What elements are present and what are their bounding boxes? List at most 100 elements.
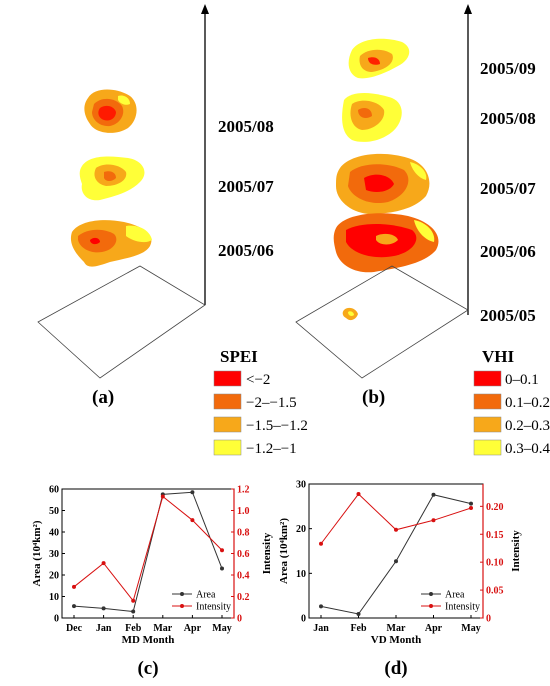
chart-d-panel-label: (d) (384, 658, 407, 679)
chart-d-point-intensity (319, 541, 323, 546)
chart-c-panel-label: (c) (137, 658, 158, 679)
chart-d-ytick-label: 20 (296, 524, 306, 535)
chart-c-legend-label: Area (196, 590, 216, 601)
panel-a-label: (a) (92, 387, 114, 408)
chart-c-point-area (190, 490, 195, 495)
date-label-b-3: 2005/06 (480, 242, 536, 261)
chart-d-point-area (394, 559, 398, 564)
chart-c-point-intensity (101, 561, 106, 566)
chart-d: 0 10 20 30 0 0.05 0.10 0.15 0.20 Jan Feb Mar Apr May V… (278, 480, 522, 680)
legend-b-label-0: 0–0.1 (505, 372, 539, 388)
chart-c-y2tick-label: 0.2 (237, 592, 250, 603)
chart-d-legend-label: Area (445, 590, 465, 601)
legend-a-label-3: −1.2–−1 (246, 441, 297, 457)
legend-b-label-2: 0.2–0.3 (505, 418, 550, 434)
map-layer-a-2005-07 (79, 156, 145, 201)
chart-c-ytick-label: 50 (49, 506, 59, 517)
chart-d-point-area (469, 501, 473, 506)
chart-d-xtick-label: Jan (313, 623, 329, 634)
chart-d-ytick-label: 30 (296, 480, 306, 491)
chart-c-y2tick-label: 0.6 (237, 549, 250, 560)
legend-a-label-1: −2–−1.5 (246, 395, 297, 411)
map-layer-b-2005-08 (342, 93, 402, 142)
chart-d-xlabel: VD Month (371, 634, 421, 646)
panel-b: 2005/09 2005/08 2005/07 2005/06 2005/05 … (295, 4, 550, 457)
legend-b-swatch-1 (473, 393, 502, 410)
chart-c-xtick-label: Dec (66, 623, 83, 634)
chart-c-point-area (220, 566, 224, 571)
chart-d-legend-label: Intensity (445, 602, 480, 613)
legend-b-label-3: 0.3–0.4 (505, 441, 550, 457)
chart-d-y2tick-label: 0.05 (486, 586, 504, 597)
date-label-b-2: 2005/07 (480, 179, 536, 198)
legend-a-label-2: −1.5–−1.2 (246, 418, 308, 434)
chart-c-xtick-label: Mar (153, 623, 172, 634)
chart-c-ytick-label: 20 (49, 571, 59, 582)
chart-c-xlabel: MD Month (122, 634, 175, 646)
legend-b-swatch-2 (473, 416, 502, 433)
legend-a-label-0: <−2 (246, 372, 270, 388)
chart-c-y2tick-label: 1.0 (237, 506, 250, 517)
legend-a-swatch-3 (213, 439, 242, 456)
map-layer-b-2005-09 (348, 38, 410, 79)
panel-a: 2005/08 2005/07 2005/06 SPEI <−2 −2–−1.5… (37, 4, 308, 457)
map-layer-b-2005-05 (342, 307, 358, 321)
chart-c-legend-label: Intensity (196, 602, 231, 613)
chart-c-point-intensity (190, 518, 195, 523)
legend-a-swatch-1 (213, 393, 242, 410)
chart-c-legend-marker (180, 604, 184, 608)
chart-c-ylabel: Area (10⁴km²) (31, 520, 43, 586)
chart-d-point-intensity (431, 518, 436, 523)
chart-d-legend-marker (429, 604, 433, 608)
legend-b-swatch-0 (473, 370, 502, 387)
chart-d-y2tick-label: 0.20 (486, 502, 504, 513)
chart-d-ytick-label: 0 (301, 614, 306, 625)
chart-d-ylabel: Area (10⁴km²) (278, 518, 290, 584)
chart-c-series-line-intensity (73, 495, 223, 602)
chart-d-point-intensity (356, 492, 361, 497)
chart-d-xtick-label: Apr (425, 623, 443, 634)
chart-c-y2label: Intensity (261, 532, 273, 574)
map-layer-a-2005-06 (70, 220, 152, 267)
legend-a-items: <−2 −2–−1.5 −1.5–−1.2 −1.2–−1 (213, 370, 308, 457)
chart-c: 0 10 20 30 40 50 60 0 0.2 0.4 0.6 0.8 1.0 1.2 Dec Jan Fe… (31, 485, 273, 680)
chart-c-xtick-label: Apr (184, 623, 202, 634)
chart-c-ytick-label: 30 (49, 549, 59, 560)
date-label-a-0: 2005/08 (218, 117, 274, 136)
chart-c-point-intensity (220, 548, 224, 553)
legend-a-swatch-0 (213, 370, 242, 387)
legend-b-items: 0–0.1 0.1–0.2 0.2–0.3 0.3–0.4 (473, 370, 550, 457)
chart-d-y2tick-label: 0.10 (486, 558, 504, 569)
chart-c-legend-marker (180, 592, 184, 596)
chart-d-y2tick-label: 0 (486, 614, 491, 625)
chart-c-point-area (131, 609, 136, 614)
date-label-a-1: 2005/07 (218, 177, 274, 196)
panel-b-label: (b) (362, 387, 385, 408)
map-layer-a-2005-08 (84, 89, 137, 133)
legend-a-swatch-2 (213, 416, 242, 433)
legend-a-title: SPEI (220, 347, 258, 366)
time-axis-a-arrow (201, 4, 209, 14)
base-plane-a (37, 265, 206, 379)
chart-d-y2tick-label: 0.15 (486, 530, 504, 541)
chart-d-series-line-intensity (320, 493, 472, 545)
chart-d-point-area (319, 604, 323, 609)
chart-d-xtick-label: May (461, 623, 480, 634)
chart-d-point-area (431, 492, 436, 497)
time-axis-b-arrow (464, 4, 472, 14)
date-label-b-4: 2005/05 (480, 306, 536, 325)
chart-c-point-area (101, 606, 106, 611)
chart-c-ytick-label: 10 (49, 592, 59, 603)
chart-d-point-intensity (469, 506, 473, 511)
chart-c-ytick-label: 0 (54, 614, 59, 625)
legend-b-label-1: 0.1–0.2 (505, 395, 550, 411)
chart-c-series-line-area (73, 491, 223, 613)
base-plane-b (295, 265, 469, 379)
chart-c-point-intensity (160, 494, 165, 499)
chart-d-legend-marker (429, 592, 433, 596)
date-label-b-1: 2005/08 (480, 109, 536, 128)
chart-c-y2tick-label: 1.2 (237, 485, 250, 496)
chart-c-point-area (72, 604, 76, 609)
chart-c-xtick-label: May (212, 623, 231, 634)
